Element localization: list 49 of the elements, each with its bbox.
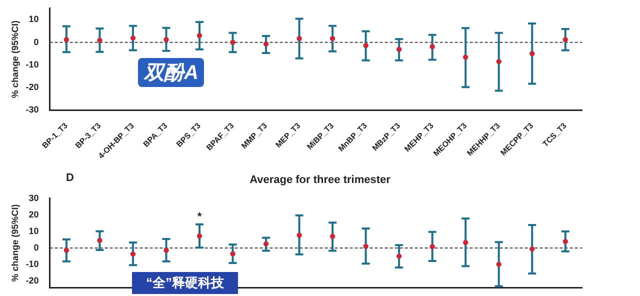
point (97, 38, 102, 43)
point (196, 233, 202, 239)
point (64, 248, 70, 253)
point (230, 40, 236, 45)
point (396, 46, 402, 52)
y-tick-label: -20 (26, 275, 39, 286)
text: D (66, 172, 74, 184)
chart-title: Average for three trimester (250, 174, 390, 186)
point (296, 36, 302, 42)
point (530, 246, 535, 252)
y-tick-label: 0 (34, 242, 39, 252)
y-tick-label: 20 (28, 209, 39, 220)
y-axis-title: % change (95%CI) (10, 204, 20, 282)
annotation: 双酚A (138, 58, 204, 87)
point (296, 232, 302, 238)
point (430, 44, 435, 50)
point (164, 37, 169, 42)
point (530, 51, 535, 56)
point (496, 262, 502, 267)
y-axis-title: % change (95%CI) (10, 20, 20, 98)
y-tick-label: 0 (34, 36, 39, 47)
annotation: * (197, 210, 202, 223)
y-tick-label: 30 (28, 192, 39, 203)
point (64, 37, 70, 42)
point (430, 244, 435, 250)
y-tick-label: 10 (28, 14, 39, 24)
point (230, 251, 236, 256)
annotation: “全”释硬科技 (132, 272, 238, 294)
point (462, 240, 468, 246)
point (562, 238, 568, 244)
point (130, 35, 136, 41)
point (130, 251, 136, 257)
point (97, 238, 102, 243)
point (263, 41, 269, 47)
y-tick-label: -30 (26, 104, 39, 115)
point (363, 42, 368, 48)
y-tick-label: -10 (26, 59, 39, 70)
point (330, 36, 336, 42)
y-tick-label: -20 (26, 82, 39, 92)
y-tick-label: 10 (28, 226, 39, 236)
point (196, 32, 202, 38)
point (363, 244, 368, 249)
point (496, 58, 502, 64)
point (396, 254, 402, 259)
point (462, 54, 468, 60)
y-tick-label: -10 (26, 258, 39, 269)
point (330, 234, 336, 239)
point (562, 37, 568, 42)
point (164, 248, 169, 253)
